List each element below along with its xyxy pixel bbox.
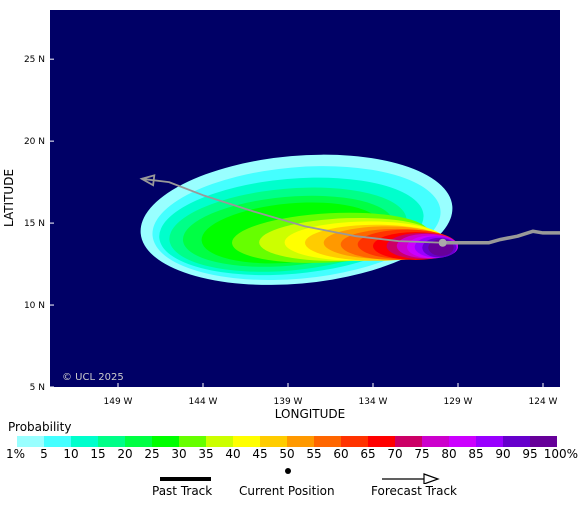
copyright-text: © UCL 2025 bbox=[62, 372, 124, 383]
legend-percent-label: 95 bbox=[522, 447, 538, 461]
legend-swatch bbox=[233, 436, 260, 447]
legend-percent-label: 70 bbox=[387, 447, 403, 461]
legend-swatch bbox=[314, 436, 341, 447]
legend-swatch bbox=[503, 436, 530, 447]
legend-percent-label: 75 bbox=[414, 447, 430, 461]
legend-percent-label: 65 bbox=[360, 447, 376, 461]
legend-percent-label: 15 bbox=[90, 447, 106, 461]
forecast-track-label: Forecast Track bbox=[371, 484, 457, 498]
legend-swatch bbox=[17, 436, 44, 447]
lat-tick-label: 25 N bbox=[24, 55, 45, 65]
legend-title: Probability bbox=[8, 420, 72, 434]
lat-tick-label: 5 N bbox=[30, 383, 45, 393]
legend-swatch bbox=[287, 436, 314, 447]
y-axis-title: LATITUDE bbox=[2, 169, 16, 227]
legend-swatch bbox=[179, 436, 206, 447]
lat-tick-label: 20 N bbox=[24, 137, 45, 147]
lat-tick-label: 15 N bbox=[24, 219, 45, 229]
legend-percent-label: 1% bbox=[6, 447, 26, 461]
legend-percent-label: 55 bbox=[306, 447, 322, 461]
legend-percent-label: 10 bbox=[63, 447, 79, 461]
legend-swatch bbox=[341, 436, 368, 447]
legend-percent-label: 25 bbox=[144, 447, 160, 461]
current-position-label: Current Position bbox=[239, 484, 335, 498]
legend-percent-label: 100% bbox=[543, 447, 578, 461]
legend-percent-label: 20 bbox=[117, 447, 133, 461]
lat-tick-label: 10 N bbox=[24, 301, 45, 311]
legend-percent-label: 60 bbox=[333, 447, 349, 461]
legend-percent-label: 5 bbox=[40, 447, 48, 461]
legend-percent-label: 90 bbox=[495, 447, 511, 461]
legend-percent-label: 80 bbox=[441, 447, 457, 461]
legend-swatch bbox=[476, 436, 503, 447]
forecast-track-line bbox=[141, 177, 443, 244]
probability-contours bbox=[140, 154, 458, 285]
strike-probability-map: 25 N 20 N 15 N 10 N 5 N 149 W 144 W 139 W 134 W 1… bbox=[2, 10, 560, 420]
legend-swatch bbox=[71, 436, 98, 447]
lon-tick-label: 134 W bbox=[359, 397, 388, 407]
past-track-line bbox=[442, 229, 560, 245]
current-position-marker bbox=[438, 238, 447, 247]
forecast-arrow-icon bbox=[139, 174, 156, 187]
axis-ticks: 25 N 20 N 15 N 10 N 5 N 149 W 144 W 139 W 134 W 1… bbox=[24, 55, 558, 407]
legend-swatch bbox=[530, 436, 557, 447]
lon-tick-label: 124 W bbox=[529, 397, 558, 407]
lon-tick-label: 149 W bbox=[104, 397, 133, 407]
legend-swatch bbox=[206, 436, 233, 447]
past-track-label: Past Track bbox=[152, 484, 213, 498]
legend-swatch bbox=[44, 436, 71, 447]
legend-swatch bbox=[260, 436, 287, 447]
legend-percent-label: 50 bbox=[279, 447, 295, 461]
legend-swatch bbox=[98, 436, 125, 447]
x-axis-title: LONGITUDE bbox=[275, 407, 345, 420]
legend-swatch bbox=[125, 436, 152, 447]
track-key-symbols bbox=[160, 468, 440, 484]
legend-percent-label: 40 bbox=[225, 447, 241, 461]
legend-percent-label: 85 bbox=[468, 447, 484, 461]
legend-percent-label: 45 bbox=[252, 447, 268, 461]
legend-swatch bbox=[152, 436, 179, 447]
legend-percent-label: 30 bbox=[171, 447, 187, 461]
legend-swatch bbox=[422, 436, 449, 447]
lon-tick-label: 129 W bbox=[444, 397, 473, 407]
arrow-head-icon bbox=[423, 473, 440, 484]
lon-tick-label: 139 W bbox=[274, 397, 303, 407]
current-position-symbol bbox=[285, 468, 291, 474]
storm-tracks bbox=[139, 174, 560, 247]
legend-swatch bbox=[395, 436, 422, 447]
legend-swatch bbox=[368, 436, 395, 447]
legend-percent-label: 35 bbox=[198, 447, 214, 461]
legend-swatch bbox=[449, 436, 476, 447]
lon-tick-label: 144 W bbox=[189, 397, 218, 407]
